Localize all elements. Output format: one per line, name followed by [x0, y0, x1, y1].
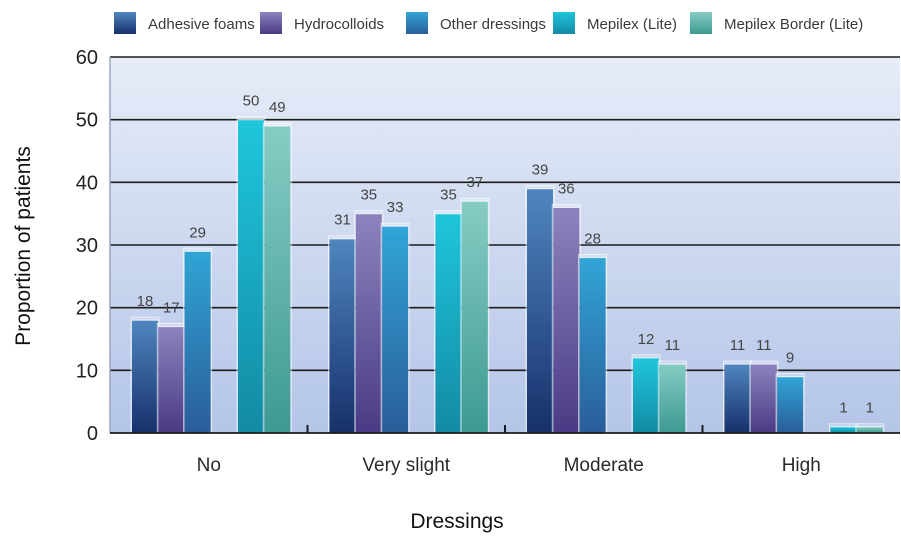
x-category-label: Moderate	[564, 455, 644, 476]
y-axis-title: Proportion of patients	[12, 146, 35, 346]
legend-label: Hydrocolloids	[294, 16, 384, 33]
data-label: 1	[866, 400, 874, 417]
legend-swatch	[260, 12, 282, 34]
x-category-label: No	[197, 455, 221, 476]
data-label: 17	[163, 299, 180, 316]
bar-hydrocolloids	[158, 326, 185, 433]
data-label: 35	[360, 187, 377, 204]
data-label: 33	[387, 199, 404, 216]
data-label: 49	[269, 99, 286, 116]
legend-swatch	[406, 12, 428, 34]
data-label: 11	[665, 337, 681, 354]
bar-hydrocolloids	[750, 364, 777, 433]
bar-other-dressings	[579, 257, 606, 433]
legend-swatch	[553, 12, 575, 34]
bar-mepilex-lite-	[633, 357, 659, 433]
bar-mepilex-border-lite-	[461, 201, 488, 433]
legend-swatch	[114, 12, 136, 34]
y-tick-label: 20	[76, 298, 98, 320]
bar-adhesive-foams	[329, 238, 356, 433]
bar-mepilex-lite-	[435, 213, 462, 433]
data-label: 11	[730, 337, 746, 354]
bar-mepilex-border-lite-	[659, 364, 686, 433]
legend-swatch	[690, 12, 712, 34]
bar-mepilex-lite-	[238, 119, 264, 434]
x-category-label: High	[782, 455, 821, 476]
bar-other-dressings	[777, 376, 804, 433]
data-label: 50	[243, 93, 260, 110]
bar-adhesive-foams	[132, 320, 158, 433]
data-label: 29	[189, 224, 206, 241]
bar-hydrocolloids	[553, 207, 580, 433]
axes: 0 10 20 30 40 50 60 No Very slight Moderate High	[76, 47, 900, 476]
y-tick-label: 50	[76, 110, 98, 132]
data-label: 31	[334, 212, 351, 229]
bar-mepilex-lite-	[830, 426, 857, 433]
legend: Adhesive foams Hydrocolloids Other dressin…	[114, 12, 863, 34]
data-label: 11	[756, 337, 772, 354]
x-axis-title: Dressings	[410, 510, 503, 533]
data-label: 9	[786, 350, 794, 367]
data-label: 36	[558, 180, 575, 197]
data-label: 39	[532, 162, 549, 179]
legend-label: Mepilex Border (Lite)	[724, 16, 863, 33]
x-category-label: Very slight	[362, 455, 450, 476]
bar-other-dressings	[184, 251, 211, 433]
bar-other-dressings	[382, 226, 409, 433]
y-tick-label: 40	[76, 172, 98, 194]
bar-hydrocolloids	[355, 213, 382, 433]
y-tick-label: 30	[76, 235, 98, 257]
legend-label: Other dressings	[440, 16, 546, 33]
y-tick-label: 60	[76, 47, 98, 69]
legend-label: Mepilex (Lite)	[587, 16, 677, 33]
data-label: 1	[839, 400, 847, 417]
legend-label: Adhesive foams	[148, 16, 255, 33]
data-label: 37	[466, 174, 483, 191]
bar-adhesive-foams	[527, 188, 553, 433]
bar-adhesive-foams	[724, 364, 751, 433]
data-label: 18	[137, 293, 154, 310]
data-label: 12	[638, 331, 655, 348]
y-tick-label: 10	[76, 360, 98, 382]
y-tick-label: 0	[87, 423, 98, 445]
bar-mepilex-border-lite-	[264, 125, 291, 433]
data-label: 35	[440, 187, 457, 204]
data-label: 28	[584, 231, 601, 248]
bar-mepilex-border-lite-	[856, 426, 883, 433]
